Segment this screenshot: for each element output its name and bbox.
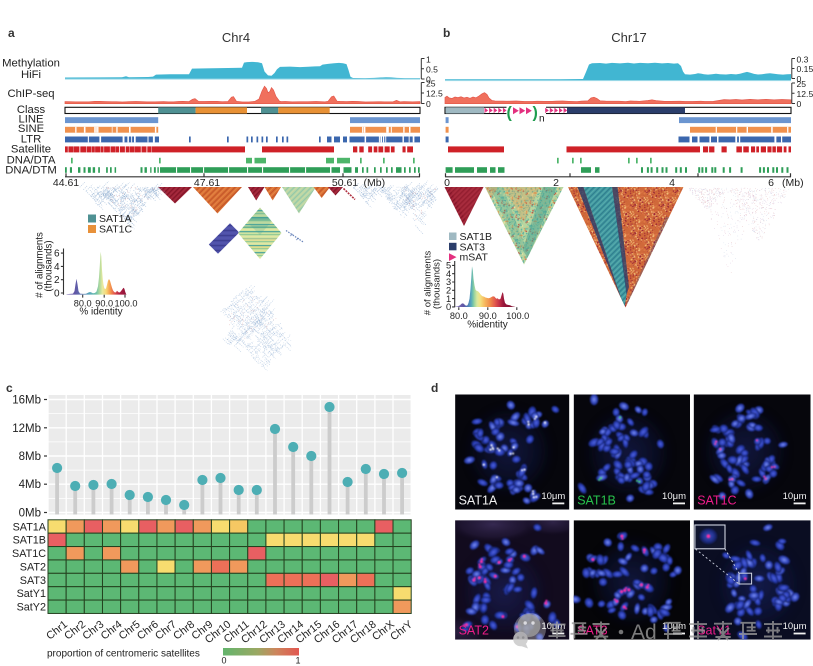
svg-text:0: 0	[426, 74, 431, 84]
svg-text:0: 0	[797, 74, 802, 84]
svg-text:DNA/DTA: DNA/DTA	[7, 155, 56, 167]
svg-text:1: 1	[426, 55, 431, 65]
svg-text:0.15: 0.15	[797, 64, 813, 74]
svg-text:SAT2: SAT2	[20, 561, 46, 573]
svg-text:80.0: 80.0	[450, 311, 468, 321]
svg-text:# of alignments: # of alignments	[35, 232, 46, 298]
svg-text:12.5: 12.5	[797, 89, 813, 99]
svg-text:DNA/DTM: DNA/DTM	[5, 165, 56, 177]
svg-text:SAT1A: SAT1A	[99, 213, 131, 225]
svg-text:HiFi: HiFi	[21, 69, 41, 81]
svg-text:# of alignments: # of alignments	[423, 251, 434, 316]
svg-text:(: (	[507, 105, 513, 122]
svg-text:0: 0	[444, 177, 450, 189]
svg-text:SAT1A: SAT1A	[459, 494, 498, 508]
svg-text:4: 4	[54, 262, 60, 273]
svg-text:SINE: SINE	[18, 123, 45, 135]
svg-text:SAT1B: SAT1B	[13, 535, 46, 547]
svg-text:100.0: 100.0	[506, 311, 529, 321]
svg-text:25: 25	[426, 79, 436, 89]
svg-text:80.0: 80.0	[74, 299, 92, 309]
svg-text:LINE: LINE	[18, 114, 44, 126]
svg-text:8Mb: 8Mb	[19, 451, 41, 463]
svg-text:SAT1B: SAT1B	[460, 231, 492, 243]
svg-text:90.0: 90.0	[479, 311, 497, 321]
svg-text:a: a	[8, 26, 15, 40]
svg-text:0.5: 0.5	[426, 64, 438, 74]
svg-text:3: 3	[446, 277, 451, 287]
svg-text:c: c	[6, 381, 13, 395]
svg-text:(Mb): (Mb)	[364, 177, 386, 189]
svg-text:SatY2: SatY2	[17, 602, 46, 614]
svg-text:2: 2	[446, 286, 451, 296]
svg-text:0Mb: 0Mb	[19, 508, 41, 520]
svg-text:4: 4	[669, 177, 675, 189]
svg-text:0.3: 0.3	[797, 55, 809, 65]
svg-text:SAT1C: SAT1C	[697, 494, 736, 508]
svg-text:Satellite: Satellite	[11, 144, 51, 156]
svg-text:10μm: 10μm	[662, 491, 686, 502]
svg-text:SAT1A: SAT1A	[13, 521, 47, 533]
svg-text:0: 0	[446, 302, 451, 312]
svg-text:4Mb: 4Mb	[19, 479, 41, 491]
svg-text:16Mb: 16Mb	[12, 395, 41, 407]
svg-text:1: 1	[446, 294, 451, 304]
svg-text:2: 2	[553, 177, 559, 189]
svg-text:SAT1C: SAT1C	[99, 224, 132, 236]
svg-text:90.0: 90.0	[95, 299, 113, 309]
svg-text:b: b	[443, 26, 450, 40]
svg-text:SAT1C: SAT1C	[12, 548, 46, 560]
svg-text:% identity: % identity	[79, 307, 122, 318]
svg-text:Chr4: Chr4	[222, 30, 250, 45]
svg-text:1: 1	[295, 656, 300, 666]
svg-text:mSAT: mSAT	[460, 252, 489, 264]
svg-text:44.61: 44.61	[53, 177, 79, 189]
svg-text:(Mb): (Mb)	[782, 177, 804, 189]
svg-text:(thousands): (thousands)	[44, 240, 55, 291]
svg-text:(thousands): (thousands)	[432, 259, 443, 309]
svg-text:Class: Class	[17, 104, 46, 116]
svg-text:100.0: 100.0	[115, 299, 138, 309]
svg-text:SAT3: SAT3	[20, 575, 46, 587]
svg-text:4: 4	[446, 269, 451, 279]
svg-text:50.61: 50.61	[332, 177, 358, 189]
svg-text:10μm: 10μm	[541, 621, 565, 632]
svg-text:12Mb: 12Mb	[12, 423, 41, 435]
svg-text:0: 0	[221, 656, 226, 666]
svg-text:10μm: 10μm	[783, 621, 807, 632]
svg-text:0: 0	[54, 289, 60, 300]
svg-text:Chr17: Chr17	[611, 30, 646, 45]
svg-text:Ad: Ad	[631, 621, 657, 644]
svg-text:proportion of centromeric sate: proportion of centromeric satellites	[47, 649, 200, 660]
svg-text:Methylation: Methylation	[2, 58, 60, 70]
svg-text:LTR: LTR	[21, 134, 42, 146]
svg-text:12.5: 12.5	[426, 89, 443, 99]
svg-text:SatY1: SatY1	[17, 588, 46, 600]
svg-text:n: n	[539, 114, 545, 125]
svg-text:47.61: 47.61	[194, 177, 220, 189]
svg-text:SAT3: SAT3	[460, 241, 486, 253]
svg-text:): )	[533, 105, 538, 122]
svg-text:2: 2	[54, 275, 60, 286]
svg-text:5: 5	[446, 261, 451, 271]
svg-text:0: 0	[426, 99, 431, 109]
svg-text:6: 6	[768, 177, 774, 189]
svg-text:SAT2: SAT2	[459, 624, 489, 638]
svg-text:ChIP-seq: ChIP-seq	[7, 88, 54, 100]
svg-text:10μm: 10μm	[783, 491, 807, 502]
svg-text:0: 0	[797, 99, 802, 109]
svg-text:SAT1B: SAT1B	[577, 494, 616, 508]
svg-text:25: 25	[797, 79, 807, 89]
svg-text:%identity: %identity	[467, 320, 508, 331]
svg-text:d: d	[431, 381, 438, 395]
svg-text:10μm: 10μm	[541, 491, 565, 502]
svg-text:6: 6	[54, 249, 60, 260]
